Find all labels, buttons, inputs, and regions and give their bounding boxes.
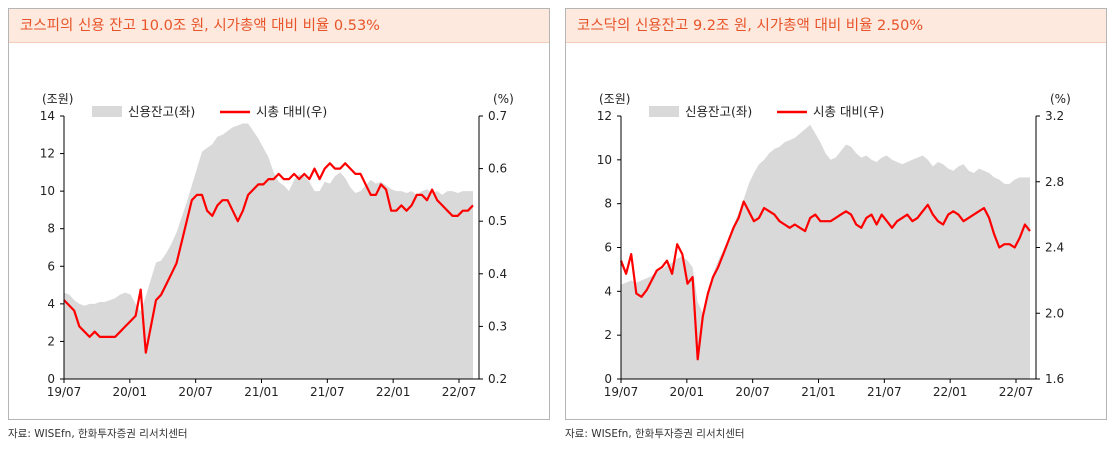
x-tick-label: 20/07 [178,385,213,399]
kosdaq-chart-title: 코스닥의 신용잔고 9.2조 원, 시가총액 대비 비율 2.50% [566,9,1106,43]
y-tick-label-left: 0 [604,372,612,386]
series-line-1 [619,200,1031,361]
y-unit-left: (조원) [42,92,73,106]
kosdaq-panel: 코스닥의 신용잔고 9.2조 원, 시가총액 대비 비율 2.50% 0 2 4 6 8… [565,8,1107,420]
x-tick-label: 21/07 [310,385,345,399]
x-tick-label: 21/07 [867,385,902,399]
y-tick-label-right: 0.5 [488,214,507,228]
kospi-chart: 0 2 4 6 8 10 12 14 0.2 0.3 0.4 0.5 0.6 0.7 19/07 20/01 2… [40,92,514,399]
x-tick-label: 22/01 [376,385,411,399]
y-tick-label-right: 0.4 [488,267,507,281]
y-tick-label-left: 2 [47,334,55,348]
kospi-panel: 코스피의 신용 잔고 10.0조 원, 시가총액 대비 비율 0.53% 0 2 4… [8,8,550,420]
y-tick-label-right: 0.7 [488,109,507,123]
y-tick-label-left: 6 [604,241,612,255]
y-unit-right: (%) [493,92,514,106]
y-tick-label-left: 8 [47,222,55,236]
y-tick-label-left: 12 [40,147,55,161]
legend-label-line: 시총 대비(우) [256,104,327,119]
series-area-0 [64,123,473,379]
legend-area-swatch [92,106,122,117]
y-tick-label-left: 6 [47,259,55,273]
y-tick-label-right: 0.2 [488,372,507,386]
y-tick-label-left: 2 [604,328,612,342]
legend-label-line: 시총 대비(우) [813,104,884,119]
series-line-0 [63,162,474,354]
y-tick-label-left: 4 [604,284,612,298]
y-tick-label-right: 0.6 [488,162,507,176]
y-tick-label-left: 14 [40,109,55,123]
y-tick-label-right: 2.8 [1045,175,1064,189]
x-tick-label: 20/01 [670,385,705,399]
legend-area-swatch [649,106,679,117]
legend-label-area: 신용잔고(좌) [685,104,752,119]
y-unit-right: (%) [1050,92,1071,106]
y-tick-label-left: 8 [604,197,612,211]
x-tick-label: 20/07 [735,385,770,399]
x-tick-label: 19/07 [47,385,82,399]
series-area-1 [621,124,1030,379]
y-tick-label-right: 2.0 [1045,306,1064,320]
y-tick-label-left: 0 [47,372,55,386]
x-tick-label: 20/01 [113,385,148,399]
y-tick-label-right: 3.2 [1045,109,1064,123]
x-tick-label: 22/07 [999,385,1034,399]
x-tick-label: 22/07 [442,385,477,399]
source-note-right: 자료: WISEfn, 한화투자증권 리서치센터 [565,428,745,440]
y-tick-label-right: 2.4 [1045,241,1064,255]
y-unit-left: (조원) [599,92,630,106]
y-tick-label-left: 10 [40,184,55,198]
y-tick-label-left: 10 [597,153,612,167]
y-tick-label-left: 4 [47,297,55,311]
x-tick-label: 22/01 [933,385,968,399]
legend-label-area: 신용잔고(좌) [128,104,195,119]
y-tick-label-left: 12 [597,109,612,123]
x-tick-label: 21/01 [801,385,836,399]
kosdaq-chart: 0 2 4 6 8 10 12 1.6 2.0 2.4 2.8 3.2 19/07 20/01 20/07 2… [597,92,1071,399]
x-tick-label: 19/07 [604,385,639,399]
y-tick-label-right: 1.6 [1045,372,1064,386]
x-tick-label: 21/01 [244,385,279,399]
kospi-chart-title: 코스피의 신용 잔고 10.0조 원, 시가총액 대비 비율 0.53% [9,9,549,43]
source-note-left: 자료: WISEfn, 한화투자증권 리서치센터 [8,428,188,440]
y-tick-label-right: 0.3 [488,319,507,333]
